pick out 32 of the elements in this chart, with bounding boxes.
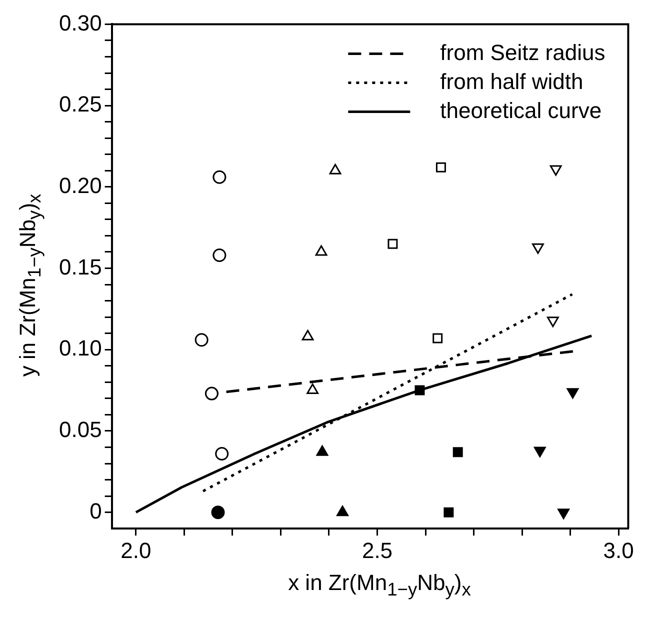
point: [452, 447, 463, 458]
point: [211, 506, 225, 520]
point: [436, 162, 446, 172]
point: [306, 384, 319, 394]
y-tick-label: 0.20: [58, 172, 102, 198]
point: [212, 248, 226, 262]
legend-label: from Seitz radius: [440, 40, 606, 65]
y-tick-label: 0.25: [58, 92, 102, 117]
point: [336, 506, 348, 516]
y-tick-label: 0: [90, 498, 102, 524]
x-tick-label: 3.0: [603, 538, 634, 563]
point: [302, 330, 314, 340]
point: [388, 238, 398, 249]
point: [215, 447, 229, 461]
y-tick-label: 0.10: [58, 336, 102, 361]
point: [316, 445, 328, 456]
legend-label: theoretical curve: [440, 98, 602, 123]
y-tick-label: 0.05: [58, 417, 102, 442]
point: [432, 333, 443, 344]
point: [204, 386, 218, 400]
point: [194, 333, 208, 347]
point: [414, 385, 425, 396]
legend-label: from half width: [440, 68, 584, 94]
y-tick-label: 0.30: [58, 10, 102, 36]
x-axis-title: x in Zr(Mn$_{1−y}$Nb$_{y}$)$_{x}$: [287, 570, 472, 600]
x-tick-label: 2.5: [362, 538, 393, 563]
point: [329, 164, 342, 174]
point: [315, 245, 328, 256]
point: [444, 507, 454, 518]
point: [212, 170, 226, 184]
y-tick-label: 0.15: [58, 254, 102, 280]
x-tick-label: 2.0: [120, 538, 152, 563]
